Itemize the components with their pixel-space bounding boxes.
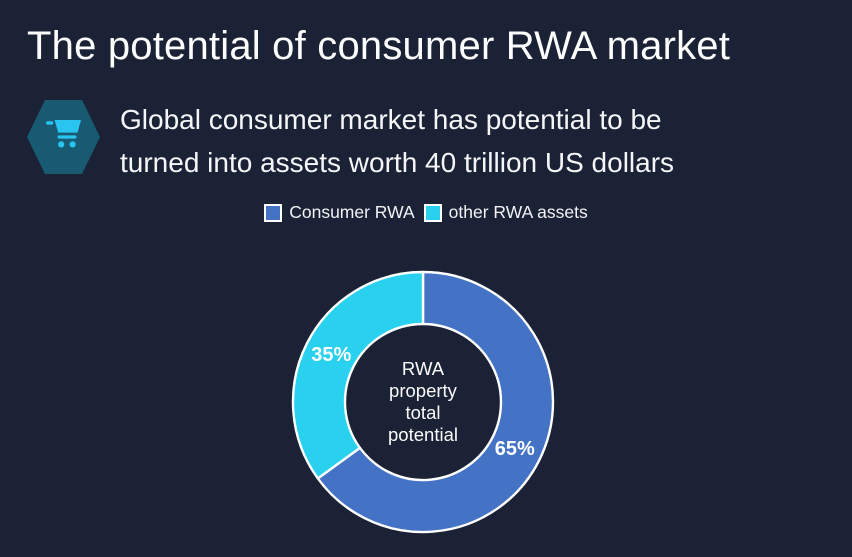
callout-line-2: turned into assets worth 40 trillion US … [120,147,675,178]
donut-svg: 65% 35% [291,270,555,534]
legend-swatch-consumer-rwa [264,203,283,222]
legend-label-other-rwa: other RWA assets [448,202,588,222]
center-label-line-2: property [389,380,457,401]
donut-center-label: RWA property total potential [388,358,458,446]
page-title: The potential of consumer RWA market [27,24,731,68]
legend-item-other-rwa: other RWA assets [423,202,588,223]
center-label-line-1: RWA [401,358,445,379]
chart-legend: Consumer RWA other RWA assets [0,202,852,223]
center-label-line-4: potential [388,424,458,445]
center-label-line-3: total [405,402,441,423]
callout: Global consumer market has potential to … [0,98,852,188]
legend-item-consumer-rwa: Consumer RWA [264,202,415,223]
legend-label-consumer-rwa: Consumer RWA [289,202,415,222]
shopping-cart-icon [27,100,100,174]
callout-text: Global consumer market has potential to … [120,98,674,184]
cart-glyph [46,120,81,148]
donut-slice-1 [291,270,425,480]
donut-data-label-0: 65% [495,438,535,460]
callout-line-1: Global consumer market has potential to … [120,104,662,135]
legend-swatch-other-rwa [423,203,442,222]
donut-slice-0 [316,270,555,534]
donut-chart: 65% 35% RWA property total potential [273,252,573,552]
donut-data-label-1: 35% [311,344,351,366]
